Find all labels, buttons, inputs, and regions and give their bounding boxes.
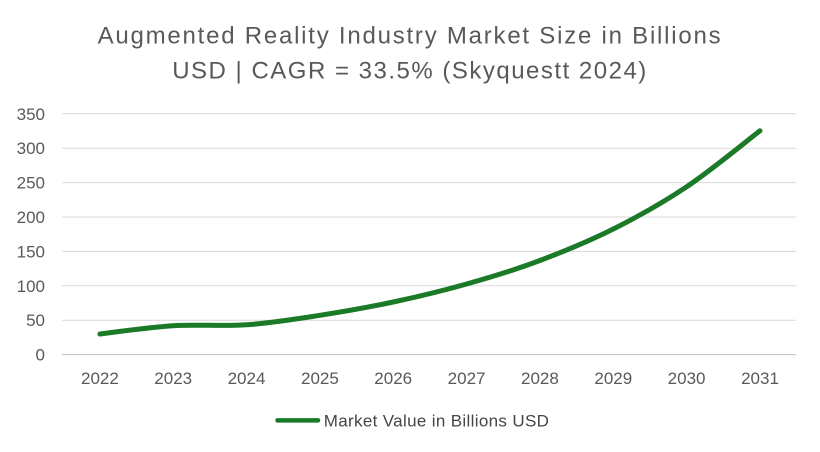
- svg-text:2030: 2030: [668, 369, 706, 388]
- svg-text:2025: 2025: [301, 369, 339, 388]
- svg-text:USD | CAGR = 33.5% (Skyquestt: USD | CAGR = 33.5% (Skyquestt 2024): [172, 58, 648, 85]
- svg-text:250: 250: [17, 174, 45, 193]
- svg-text:0: 0: [36, 346, 45, 365]
- svg-text:200: 200: [17, 208, 45, 227]
- svg-text:100: 100: [17, 277, 45, 296]
- svg-text:2029: 2029: [594, 369, 632, 388]
- svg-text:2023: 2023: [154, 369, 192, 388]
- svg-text:150: 150: [17, 242, 45, 261]
- svg-text:Augmented Reality Industry Mar: Augmented Reality Industry Market Size i…: [98, 23, 723, 50]
- svg-text:2026: 2026: [374, 369, 412, 388]
- svg-text:2031: 2031: [741, 369, 779, 388]
- svg-text:350: 350: [17, 105, 45, 124]
- svg-text:50: 50: [26, 311, 45, 330]
- svg-text:2028: 2028: [521, 369, 559, 388]
- svg-text:2022: 2022: [81, 369, 119, 388]
- svg-text:2027: 2027: [448, 369, 486, 388]
- svg-text:300: 300: [17, 139, 45, 158]
- svg-text:Market Value in Billions USD: Market Value in Billions USD: [324, 412, 550, 431]
- svg-text:2024: 2024: [228, 369, 266, 388]
